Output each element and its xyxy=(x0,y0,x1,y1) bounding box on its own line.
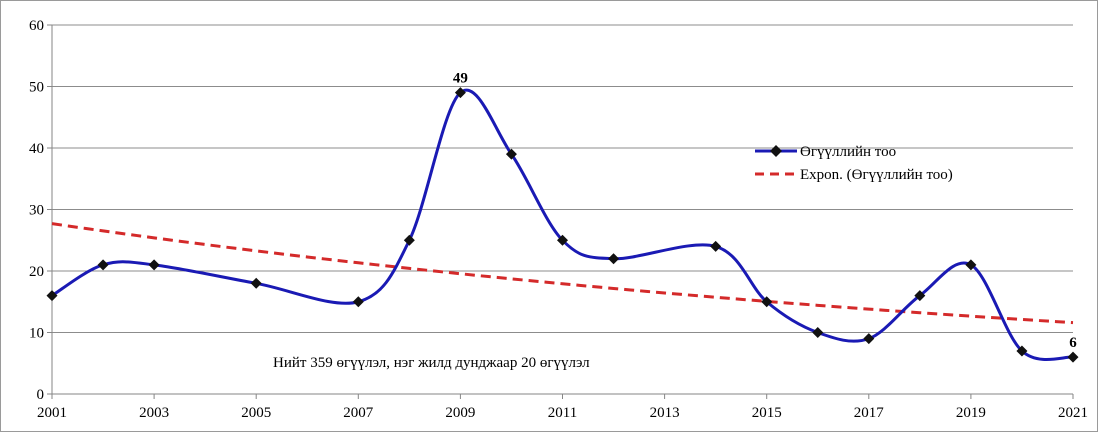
data-point-2001 xyxy=(46,290,58,302)
x-tick-label: 2001 xyxy=(37,405,67,421)
x-tick-label: 2007 xyxy=(343,405,374,421)
data-point-2018 xyxy=(914,290,926,302)
legend-item-series: Өгүүллийн тоо xyxy=(755,144,896,160)
y-tick-label: 10 xyxy=(29,326,44,342)
data-point-2015 xyxy=(761,296,773,308)
data-point-2016 xyxy=(812,327,824,338)
x-tick-label: 2021 xyxy=(1058,405,1088,421)
x-tick-label: 2009 xyxy=(445,405,475,421)
y-tick-label: 20 xyxy=(29,264,44,280)
y-tick-labels: 0 10 20 30 40 50 60 xyxy=(29,18,44,403)
markers-layer xyxy=(46,87,1079,363)
data-label-2021: 6 xyxy=(1069,335,1077,351)
x-tick-label: 2019 xyxy=(956,405,986,421)
data-point-2017 xyxy=(863,333,875,345)
x-tick-label: 2013 xyxy=(650,405,680,421)
x-tick-label: 2011 xyxy=(548,405,577,421)
data-point-2003 xyxy=(148,259,160,271)
data-point-2012 xyxy=(608,253,620,265)
legend-diamond-marker-icon xyxy=(770,145,782,157)
data-point-2011 xyxy=(557,234,568,246)
gridlines xyxy=(47,24,1074,399)
data-point-2002 xyxy=(97,259,109,271)
y-tick-label: 40 xyxy=(29,141,44,157)
data-labels: 49 6 xyxy=(453,71,1077,351)
data-point-2007 xyxy=(352,296,364,308)
data-point-2009 xyxy=(454,87,466,99)
data-point-2014 xyxy=(710,240,722,252)
axes xyxy=(51,25,1073,395)
data-label-2009: 49 xyxy=(453,71,468,87)
series-layer xyxy=(51,88,1074,361)
x-tick-label: 2005 xyxy=(241,405,271,421)
chart-annotation: Нийт 359 өгүүлэл, нэг жилд дунджаар 20 ө… xyxy=(273,355,590,371)
x-tick-label: 2003 xyxy=(139,405,169,421)
data-point-2020 xyxy=(1016,345,1028,357)
data-point-2019 xyxy=(965,259,977,271)
x-tick-label: 2015 xyxy=(752,405,782,421)
data-point-2005 xyxy=(250,277,262,289)
legend-item-trendline: Expon. (Өгүүллийн тоо) xyxy=(755,167,953,183)
y-tick-label: 60 xyxy=(29,18,44,34)
x-tick-labels: 2001 2003 2005 2007 2009 2011 2013 2015 2017 2019… xyxy=(37,405,1088,421)
data-point-2008 xyxy=(403,234,415,246)
data-point-2021 xyxy=(1067,351,1079,363)
y-tick-label: 30 xyxy=(29,203,44,219)
x-tick-label: 2017 xyxy=(854,405,885,421)
legend: Өгүүллийн тоо Expon. (Өгүүллийн тоо) xyxy=(755,144,953,183)
series-line-articles xyxy=(51,88,1074,361)
legend-series-label: Өгүүллийн тоо xyxy=(800,144,896,160)
data-point-2010 xyxy=(505,148,517,160)
legend-trendline-label: Expon. (Өгүүллийн тоо) xyxy=(800,167,953,183)
y-tick-label: 0 xyxy=(37,387,45,403)
y-tick-label: 50 xyxy=(29,80,44,96)
